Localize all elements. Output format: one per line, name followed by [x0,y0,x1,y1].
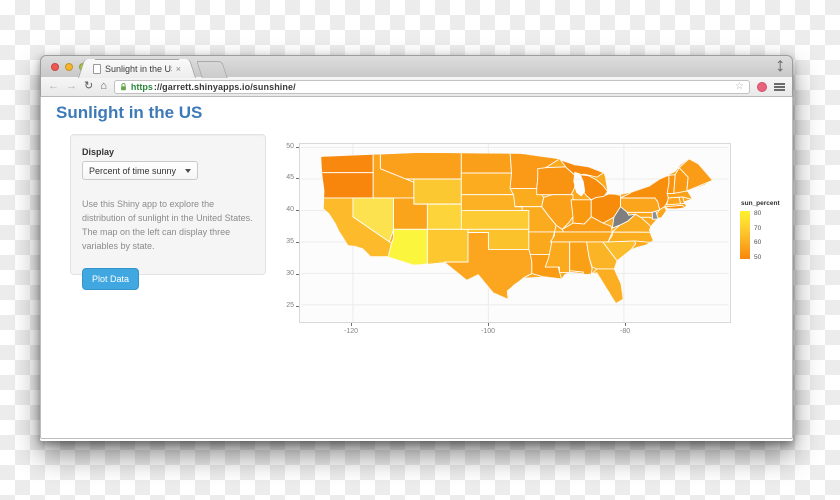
new-tab-button[interactable] [196,61,228,78]
state-CT [666,196,682,206]
legend-tick-label: 80 [754,210,762,217]
lock-icon [120,82,126,90]
state-OR [321,172,374,199]
state-NC [607,231,656,244]
state-KS [460,210,530,230]
home-icon[interactable]: ⌂ [100,80,107,92]
state-FL [569,268,624,304]
state-WY [413,178,462,205]
display-select-value: Percent of time sunny [89,165,177,176]
url-text: ://garrett.shinyapps.io/sunshine/ [153,81,296,92]
x-axis-tick [488,323,490,326]
page-title: Sunlight in the US [56,103,203,122]
forward-icon[interactable]: → [66,80,77,92]
browser-window: Sunlight in the US × ⤡ ← → ↻ ⌂ https ://… [40,55,793,441]
y-axis-tick [296,178,299,180]
y-axis-tick [296,273,299,275]
x-axis-tick [351,323,353,326]
y-axis-tick-label: 35 [286,238,294,245]
y-axis-tick-label: 50 [286,142,294,150]
x-axis-tick-label: -100 [481,328,496,335]
page-favicon-icon [93,64,101,74]
browser-toolbar: ← → ↻ ⌂ https ://garrett.shinyapps.io/su… [40,77,793,97]
y-axis-tick [296,210,299,212]
chevron-down-icon [185,168,191,173]
menu-icon[interactable] [774,82,785,91]
map-plot-panel [299,143,731,323]
y-axis-tick [296,305,299,307]
y-axis-tick-label: 25 [286,301,294,309]
page-content: Sunlight in the US Display Percent of ti… [40,97,793,439]
x-axis-tick-label: -80 [619,328,631,335]
display-select[interactable]: Percent of time sunny [82,161,198,180]
state-VT [666,174,676,194]
close-window-button[interactable] [51,63,59,71]
state-NE [460,194,523,211]
y-axis-tick [296,146,299,148]
state-WI [536,166,577,196]
extension-icon[interactable] [757,81,767,92]
plot-data-button[interactable]: Plot Data [82,267,140,290]
state-ND [460,152,512,174]
tab-title: Sunlight in the US [105,64,172,74]
legend-tick-label: 60 [754,239,762,247]
close-tab-icon[interactable]: × [175,63,181,74]
url-scheme: https [130,81,153,92]
state-TN [550,231,613,243]
sidebar-panel: Display Percent of time sunny Use this S… [70,134,266,290]
y-axis-tick [296,242,299,243]
app-description: Use this Shiny app to explore the distri… [82,199,253,251]
tab-strip: Sunlight in the US × ⤡ [40,55,793,78]
legend-tick-label: 70 [754,224,762,232]
minimize-window-button[interactable] [65,63,73,71]
state-PA [620,197,661,213]
states-layer [321,152,713,304]
x-axis-tick-label: -120 [344,328,359,335]
y-axis-tick-label: 30 [286,269,294,277]
state-AZ [387,228,428,266]
x-axis-tick [625,323,627,326]
url-bar[interactable]: https ://garrett.shinyapps.io/sunshine/ … [113,79,750,94]
legend-gradient-bar [740,211,750,259]
us-choropleth-map [301,144,729,322]
reload-icon[interactable]: ↻ [84,80,94,92]
state-ME [678,158,713,192]
state-WA [321,152,374,174]
browser-tab[interactable]: Sunlight in the US × [87,59,187,78]
legend-tick-label: 50 [754,254,762,261]
fullscreen-icon[interactable]: ⤡ [772,58,788,74]
y-axis-tick-label: 40 [286,206,294,214]
display-label: Display [82,147,115,157]
bookmark-star-icon[interactable]: ☆ [735,81,744,92]
legend-title: sun_percent [741,200,780,207]
state-NM [426,228,469,265]
back-icon[interactable]: ← [48,80,59,92]
state-SD [460,172,514,196]
y-axis-tick-label: 45 [286,174,294,182]
